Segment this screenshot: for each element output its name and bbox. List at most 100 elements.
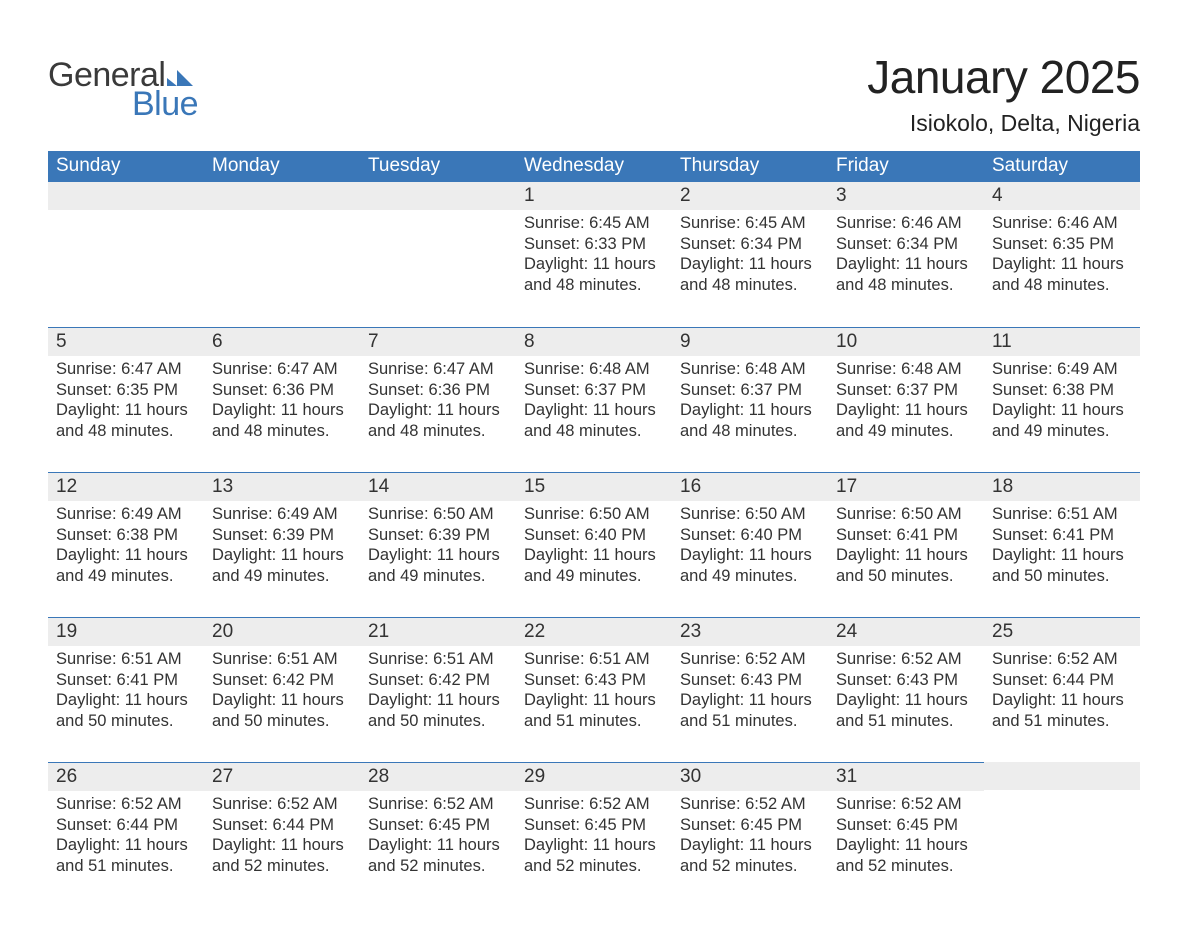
day-dl1-line: Daylight: 11 hours — [368, 545, 508, 566]
title-block: January 2025 Isiokolo, Delta, Nigeria — [867, 50, 1140, 147]
day-sunrise-line: Sunrise: 6:51 AM — [524, 649, 664, 670]
day-number-bar: 13 — [204, 472, 360, 501]
day-number-bar: 20 — [204, 617, 360, 646]
day-sunrise-line: Sunrise: 6:46 AM — [836, 213, 976, 234]
logo: General Blue — [48, 56, 201, 124]
day-sunrise-line: Sunrise: 6:48 AM — [524, 359, 664, 380]
day-sunset-line: Sunset: 6:45 PM — [680, 815, 820, 836]
day-dl2-line: and 49 minutes. — [524, 566, 664, 587]
day-number-bar: 26 — [48, 762, 204, 791]
day-dl2-line: and 51 minutes. — [56, 856, 196, 877]
day-sunrise-line: Sunrise: 6:52 AM — [368, 794, 508, 815]
day-number-bar: 29 — [516, 762, 672, 791]
day-details: Sunrise: 6:52 AMSunset: 6:43 PMDaylight:… — [672, 646, 828, 738]
calendar-cell: 16Sunrise: 6:50 AMSunset: 6:40 PMDayligh… — [672, 472, 828, 617]
calendar-header: SundayMondayTuesdayWednesdayThursdayFrid… — [48, 151, 1140, 182]
calendar-cell-blank — [48, 182, 204, 327]
day-sunrise-line: Sunrise: 6:52 AM — [680, 794, 820, 815]
day-sunrise-line: Sunrise: 6:52 AM — [56, 794, 196, 815]
day-number-bar: 18 — [984, 472, 1140, 501]
day-dl1-line: Daylight: 11 hours — [680, 835, 820, 856]
day-details: Sunrise: 6:48 AMSunset: 6:37 PMDaylight:… — [828, 356, 984, 448]
day-dl2-line: and 48 minutes. — [368, 421, 508, 442]
day-dl2-line: and 51 minutes. — [524, 711, 664, 732]
day-sunrise-line: Sunrise: 6:52 AM — [680, 649, 820, 670]
calendar-cell: 5Sunrise: 6:47 AMSunset: 6:35 PMDaylight… — [48, 327, 204, 472]
day-dl2-line: and 52 minutes. — [836, 856, 976, 877]
day-sunrise-line: Sunrise: 6:47 AM — [368, 359, 508, 380]
day-dl2-line: and 48 minutes. — [680, 275, 820, 296]
calendar-cell: 4Sunrise: 6:46 AMSunset: 6:35 PMDaylight… — [984, 182, 1140, 327]
calendar-cell: 11Sunrise: 6:49 AMSunset: 6:38 PMDayligh… — [984, 327, 1140, 472]
day-sunrise-line: Sunrise: 6:52 AM — [836, 794, 976, 815]
day-details: Sunrise: 6:47 AMSunset: 6:35 PMDaylight:… — [48, 356, 204, 448]
day-sunrise-line: Sunrise: 6:52 AM — [992, 649, 1132, 670]
logo-text-blue: Blue — [48, 85, 201, 124]
day-dl1-line: Daylight: 11 hours — [56, 835, 196, 856]
day-dl2-line: and 51 minutes. — [836, 711, 976, 732]
day-dl1-line: Daylight: 11 hours — [680, 545, 820, 566]
calendar-cell: 1Sunrise: 6:45 AMSunset: 6:33 PMDaylight… — [516, 182, 672, 327]
day-dl1-line: Daylight: 11 hours — [836, 835, 976, 856]
calendar-cell: 9Sunrise: 6:48 AMSunset: 6:37 PMDaylight… — [672, 327, 828, 472]
day-sunrise-line: Sunrise: 6:47 AM — [56, 359, 196, 380]
day-details: Sunrise: 6:52 AMSunset: 6:45 PMDaylight:… — [516, 791, 672, 883]
day-number-bar: 22 — [516, 617, 672, 646]
day-number-bar: 1 — [516, 182, 672, 210]
day-dl2-line: and 51 minutes. — [992, 711, 1132, 732]
day-dl2-line: and 49 minutes. — [56, 566, 196, 587]
day-number-bar: 27 — [204, 762, 360, 791]
day-sunrise-line: Sunrise: 6:51 AM — [368, 649, 508, 670]
calendar-cell: 7Sunrise: 6:47 AMSunset: 6:36 PMDaylight… — [360, 327, 516, 472]
day-details: Sunrise: 6:45 AMSunset: 6:33 PMDaylight:… — [516, 210, 672, 302]
day-sunset-line: Sunset: 6:36 PM — [368, 380, 508, 401]
day-number-bar: 7 — [360, 327, 516, 356]
day-number-bar: 14 — [360, 472, 516, 501]
calendar-cell: 29Sunrise: 6:52 AMSunset: 6:45 PMDayligh… — [516, 762, 672, 907]
day-sunrise-line: Sunrise: 6:48 AM — [836, 359, 976, 380]
day-sunrise-line: Sunrise: 6:48 AM — [680, 359, 820, 380]
day-sunset-line: Sunset: 6:45 PM — [368, 815, 508, 836]
day-sunrise-line: Sunrise: 6:45 AM — [680, 213, 820, 234]
day-sunset-line: Sunset: 6:37 PM — [836, 380, 976, 401]
calendar-cell: 13Sunrise: 6:49 AMSunset: 6:39 PMDayligh… — [204, 472, 360, 617]
weekday-header: Tuesday — [360, 151, 516, 182]
day-dl1-line: Daylight: 11 hours — [524, 400, 664, 421]
day-details: Sunrise: 6:49 AMSunset: 6:39 PMDaylight:… — [204, 501, 360, 593]
day-sunset-line: Sunset: 6:41 PM — [992, 525, 1132, 546]
day-dl1-line: Daylight: 11 hours — [524, 835, 664, 856]
day-number-bar: 23 — [672, 617, 828, 646]
day-dl2-line: and 49 minutes. — [680, 566, 820, 587]
day-details: Sunrise: 6:46 AMSunset: 6:35 PMDaylight:… — [984, 210, 1140, 302]
day-dl2-line: and 49 minutes. — [368, 566, 508, 587]
day-number-bar: 25 — [984, 617, 1140, 646]
day-number-bar: 28 — [360, 762, 516, 791]
day-sunset-line: Sunset: 6:34 PM — [836, 234, 976, 255]
day-dl1-line: Daylight: 11 hours — [212, 545, 352, 566]
calendar-cell: 31Sunrise: 6:52 AMSunset: 6:45 PMDayligh… — [828, 762, 984, 907]
day-dl1-line: Daylight: 11 hours — [56, 545, 196, 566]
day-dl2-line: and 48 minutes. — [836, 275, 976, 296]
day-details: Sunrise: 6:52 AMSunset: 6:43 PMDaylight:… — [828, 646, 984, 738]
calendar-cell: 17Sunrise: 6:50 AMSunset: 6:41 PMDayligh… — [828, 472, 984, 617]
day-dl1-line: Daylight: 11 hours — [680, 400, 820, 421]
day-number-bar: 11 — [984, 327, 1140, 356]
day-dl2-line: and 52 minutes. — [680, 856, 820, 877]
calendar-cell: 26Sunrise: 6:52 AMSunset: 6:44 PMDayligh… — [48, 762, 204, 907]
calendar-cell: 18Sunrise: 6:51 AMSunset: 6:41 PMDayligh… — [984, 472, 1140, 617]
day-dl1-line: Daylight: 11 hours — [680, 690, 820, 711]
day-dl1-line: Daylight: 11 hours — [992, 690, 1132, 711]
day-number-bar: 6 — [204, 327, 360, 356]
day-number-bar: 2 — [672, 182, 828, 210]
day-sunset-line: Sunset: 6:36 PM — [212, 380, 352, 401]
day-dl2-line: and 48 minutes. — [56, 421, 196, 442]
day-sunset-line: Sunset: 6:44 PM — [992, 670, 1132, 691]
day-number-bar: 30 — [672, 762, 828, 791]
day-sunset-line: Sunset: 6:35 PM — [56, 380, 196, 401]
day-number-bar — [360, 182, 516, 210]
calendar-week-row: 26Sunrise: 6:52 AMSunset: 6:44 PMDayligh… — [48, 762, 1140, 907]
location-subtitle: Isiokolo, Delta, Nigeria — [867, 110, 1140, 137]
day-dl2-line: and 50 minutes. — [836, 566, 976, 587]
day-sunrise-line: Sunrise: 6:52 AM — [212, 794, 352, 815]
day-dl1-line: Daylight: 11 hours — [992, 545, 1132, 566]
